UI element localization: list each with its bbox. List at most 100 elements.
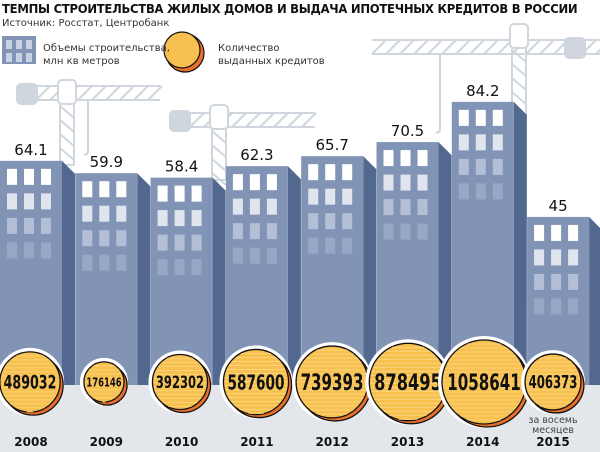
building-value-label: 45 — [549, 197, 568, 215]
crane-brace — [147, 85, 163, 101]
building-window — [174, 185, 185, 202]
crane-brace — [77, 85, 93, 101]
building-window — [41, 242, 51, 259]
year-label: 2010 — [165, 435, 198, 449]
year-label: 2013 — [391, 435, 424, 449]
building-window — [24, 242, 34, 259]
legend-buildings-label: Объемы строительства, млн кв метров — [43, 42, 170, 68]
building-window — [308, 164, 319, 181]
crane-brace — [231, 112, 247, 128]
building-value-label: 65.7 — [315, 136, 348, 154]
coin-value-label: 176146 — [86, 374, 121, 389]
crane-brace — [511, 63, 527, 77]
building-window — [191, 210, 202, 227]
building-side — [212, 177, 226, 385]
building-window — [458, 183, 469, 200]
coin-2009: 176146 — [79, 357, 129, 407]
crane-brace — [399, 39, 415, 55]
building-window — [534, 224, 545, 241]
crane-cab — [209, 104, 229, 130]
crane-brace — [469, 39, 485, 55]
building-2009 — [75, 173, 151, 385]
crane-brace — [91, 85, 107, 101]
building-window — [116, 230, 127, 247]
building-side — [287, 166, 301, 385]
building-value-label: 59.9 — [90, 153, 123, 171]
building-window — [342, 237, 353, 254]
building-window — [458, 158, 469, 175]
building-value-label: 84.2 — [466, 82, 499, 100]
coin-value-label: 489032 — [4, 373, 57, 394]
crane-brace — [385, 39, 401, 55]
building-window — [475, 109, 486, 126]
building-window — [492, 134, 503, 151]
building-side — [589, 216, 600, 385]
crane-brace — [105, 85, 121, 101]
building-window — [458, 134, 469, 151]
building-window — [249, 247, 260, 264]
building-window — [116, 205, 127, 222]
building-window — [417, 174, 428, 191]
building-value-label: 62.3 — [240, 146, 273, 164]
building-window — [99, 230, 110, 247]
crane-brace — [59, 133, 75, 147]
crane-counterweight — [564, 37, 586, 59]
legend-window — [6, 40, 12, 49]
crane-brace — [287, 112, 303, 128]
building-window — [568, 273, 579, 290]
building-window — [82, 181, 93, 198]
building-window — [232, 223, 243, 240]
legend-coin-face — [163, 31, 201, 69]
building-window — [266, 198, 277, 215]
building-2014 — [451, 101, 527, 386]
building-window — [116, 254, 127, 271]
crane-brace — [455, 39, 471, 55]
crane-brace — [427, 39, 443, 55]
legend-window — [6, 53, 12, 62]
building-window — [325, 188, 336, 205]
crane-brace — [273, 112, 289, 128]
building-window — [383, 199, 394, 216]
building-window — [458, 109, 469, 126]
year-label: 2011 — [240, 435, 273, 449]
building-window — [116, 181, 127, 198]
coin-value-label: 1058641 — [447, 371, 521, 396]
building-side — [137, 173, 151, 385]
legend-coins-line1: Количество — [218, 43, 280, 54]
crane-brace — [595, 48, 600, 55]
crane-cab — [509, 23, 529, 49]
crane-brace — [35, 85, 51, 101]
building-side — [513, 101, 527, 386]
crane-brace — [259, 112, 275, 128]
building-window — [41, 217, 51, 234]
building-window — [174, 210, 185, 227]
building-window — [568, 224, 579, 241]
crane-brace — [525, 39, 541, 55]
building-window — [534, 298, 545, 315]
building-window — [325, 164, 336, 181]
building-window — [475, 183, 486, 200]
building-value-label: 70.5 — [391, 122, 424, 140]
building-side — [62, 160, 75, 385]
building-window — [157, 234, 168, 251]
coin-2014: 1058641 — [438, 336, 530, 428]
building-window — [308, 213, 319, 230]
crane-brace — [59, 147, 75, 161]
building-window — [551, 224, 562, 241]
building-window — [400, 174, 411, 191]
building-side — [363, 156, 377, 385]
building-window — [492, 183, 503, 200]
building-window — [417, 199, 428, 216]
building-window — [41, 168, 51, 185]
building-window — [191, 234, 202, 251]
building-window — [492, 109, 503, 126]
legend-coins-line2: выданных кредитов — [218, 56, 325, 67]
legend-coin-icon — [163, 31, 205, 73]
crane-brace — [211, 172, 227, 186]
building-window — [7, 168, 17, 185]
crane-brace — [189, 112, 205, 128]
legend-building-icon — [2, 36, 36, 64]
crane-brace — [59, 119, 75, 133]
crane-brace — [119, 85, 135, 101]
